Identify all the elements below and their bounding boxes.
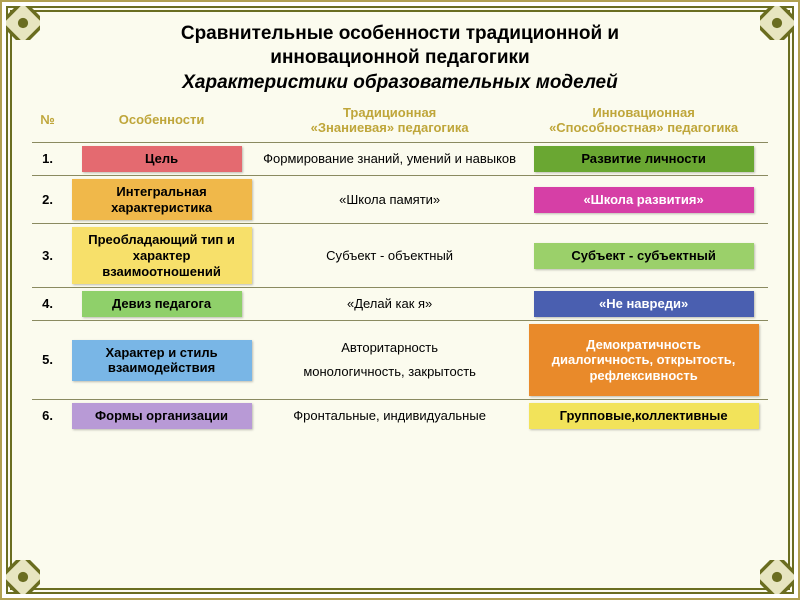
inner-frame: Сравнительные особенности традиционной и… [6, 6, 794, 594]
comparison-table: № Особенности Традиционная «Знаниевая» п… [32, 102, 768, 433]
row-num: 4. [32, 288, 63, 321]
traditional-cell: «Школа памяти» [260, 176, 519, 224]
feature-chip: Цель [82, 146, 242, 172]
main-title: Сравнительные особенности традиционной и… [32, 22, 768, 70]
row-num: 3. [32, 224, 63, 288]
col-header-innovative: Инновационная «Способностная» педагогика [519, 102, 768, 143]
table-row: 6. Формы организации Фронтальные, индиви… [32, 400, 768, 433]
row-num: 6. [32, 400, 63, 433]
traditional-cell: Формирование знаний, умений и навыков [260, 143, 519, 176]
outer-frame: Сравнительные особенности традиционной и… [0, 0, 800, 600]
title-line1: Сравнительные особенности традиционной и [181, 23, 619, 44]
corner-ornament-tr [760, 6, 794, 40]
corner-ornament-bl [6, 560, 40, 594]
traditional-cell: Фронтальные, индивидуальные [260, 400, 519, 433]
innovative-chip: Субъект - субъектный [534, 243, 754, 269]
table-row: 4. Девиз педагога «Делай как я» «Не навр… [32, 288, 768, 321]
traditional-cell: Авторитарность монологичность, закрытост… [260, 321, 519, 400]
corner-ornament-tl [6, 6, 40, 40]
row-num: 1. [32, 143, 63, 176]
innovative-chip: Демократичность диалогичность, открытост… [529, 324, 759, 396]
feature-chip: Формы организации [72, 403, 252, 429]
subtitle: Характеристики образовательных моделей [32, 72, 768, 94]
table-row: 5. Характер и стиль взаимодействия Автор… [32, 321, 768, 400]
slide-content: Сравнительные особенности традиционной и… [12, 12, 788, 588]
feature-chip: Характер и стиль взаимодействия [72, 340, 252, 381]
col-header-traditional: Традиционная «Знаниевая» педагогика [260, 102, 519, 143]
table-header-row: № Особенности Традиционная «Знаниевая» п… [32, 102, 768, 143]
row-num: 2. [32, 176, 63, 224]
title-line2: инновационной педагогики [270, 47, 529, 68]
innovative-chip: Развитие личности [534, 146, 754, 172]
col-header-features: Особенности [63, 102, 260, 143]
table-row: 2. Интегральная характеристика «Школа па… [32, 176, 768, 224]
traditional-cell: «Делай как я» [260, 288, 519, 321]
innovative-chip: Групповые,коллективные [529, 403, 759, 429]
innovative-chip: «Не навреди» [534, 291, 754, 317]
innovative-chip: «Школа развития» [534, 187, 754, 213]
corner-ornament-br [760, 560, 794, 594]
row-num: 5. [32, 321, 63, 400]
col-header-num: № [32, 102, 63, 143]
feature-chip: Преобладающий тип и характер взаимоотнош… [72, 227, 252, 284]
feature-chip: Интегральная характеристика [72, 179, 252, 220]
table-row: 3. Преобладающий тип и характер взаимоот… [32, 224, 768, 288]
traditional-cell: Субъект - объектный [260, 224, 519, 288]
feature-chip: Девиз педагога [82, 291, 242, 317]
table-row: 1. Цель Формирование знаний, умений и на… [32, 143, 768, 176]
